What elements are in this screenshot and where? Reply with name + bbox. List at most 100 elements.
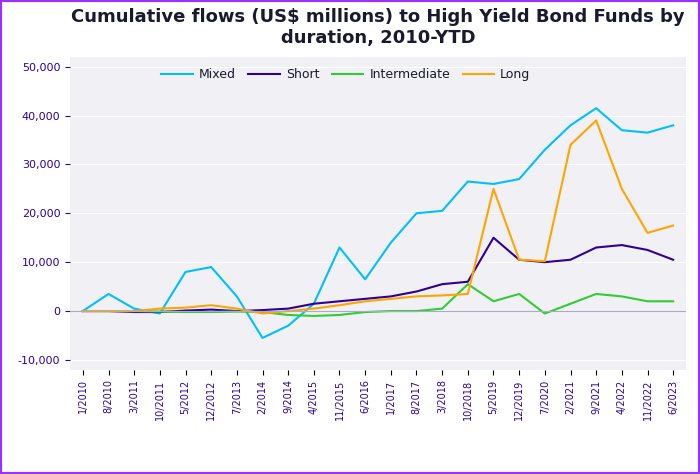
Short [412,289,421,294]
Intermediate [335,312,344,318]
Line: Long: Long [83,120,673,313]
Line: Intermediate: Intermediate [83,284,673,316]
Long [643,230,652,236]
Short [515,257,524,263]
Mixed [566,122,575,128]
Intermediate [258,309,267,315]
Mixed [438,208,447,214]
Intermediate [515,291,524,297]
Mixed [540,147,549,153]
Long [566,142,575,148]
Mixed [309,301,318,307]
Long [207,302,216,308]
Intermediate [78,308,87,314]
Mixed [463,179,472,184]
Short [617,242,626,248]
Mixed [386,240,395,246]
Short [361,296,370,301]
Mixed [130,306,139,311]
Short [643,247,652,253]
Long [361,299,370,304]
Short [335,299,344,304]
Short [258,307,267,313]
Intermediate [643,299,652,304]
Mixed [284,323,293,328]
Long [463,291,472,297]
Intermediate [412,308,421,314]
Mixed [515,176,524,182]
Long [181,305,190,310]
Short [284,306,293,311]
Long [335,302,344,308]
Short [232,308,241,314]
Mixed [181,269,190,275]
Mixed [207,264,216,270]
Short [489,235,498,241]
Long [155,306,164,311]
Short [540,259,549,265]
Mixed [104,291,113,297]
Long [130,308,139,314]
Short [181,308,190,313]
Short [592,245,601,250]
Long [104,308,113,314]
Mixed [489,181,498,187]
Line: Mixed: Mixed [83,108,673,338]
Intermediate [155,309,164,314]
Long [515,257,524,263]
Intermediate [386,308,395,314]
Intermediate [284,312,293,318]
Long [592,118,601,123]
Mixed [669,122,678,128]
Short [463,279,472,284]
Long [617,186,626,191]
Intermediate [617,293,626,299]
Mixed [643,130,652,136]
Short [130,309,139,315]
Long [412,293,421,299]
Long [669,223,678,228]
Mixed [592,105,601,111]
Long [258,310,267,316]
Intermediate [669,299,678,304]
Mixed [78,308,87,314]
Intermediate [489,299,498,304]
Short [669,257,678,263]
Short [309,301,318,307]
Short [104,308,113,314]
Short [155,309,164,315]
Long [386,296,395,301]
Mixed [335,245,344,250]
Title: Cumulative flows (US$ millions) to High Yield Bond Funds by
duration, 2010-YTD: Cumulative flows (US$ millions) to High … [71,8,685,47]
Long [438,292,447,298]
Legend: Mixed, Short, Intermediate, Long: Mixed, Short, Intermediate, Long [156,63,536,86]
Short [566,257,575,263]
Long [489,186,498,191]
Intermediate [207,309,216,315]
Mixed [617,128,626,133]
Long [78,308,87,314]
Short [207,307,216,312]
Intermediate [592,291,601,297]
Intermediate [232,309,241,314]
Intermediate [463,282,472,287]
Short [78,308,87,314]
Long [540,258,549,264]
Intermediate [438,306,447,311]
Intermediate [181,309,190,315]
Mixed [412,210,421,216]
Short [438,282,447,287]
Short [386,293,395,299]
Intermediate [104,308,113,314]
Mixed [155,310,164,316]
Long [284,308,293,314]
Intermediate [130,308,139,314]
Intermediate [566,301,575,307]
Mixed [361,276,370,282]
Long [309,306,318,311]
Long [232,306,241,311]
Intermediate [540,310,549,316]
Intermediate [309,313,318,319]
Mixed [258,335,267,341]
Intermediate [361,309,370,315]
